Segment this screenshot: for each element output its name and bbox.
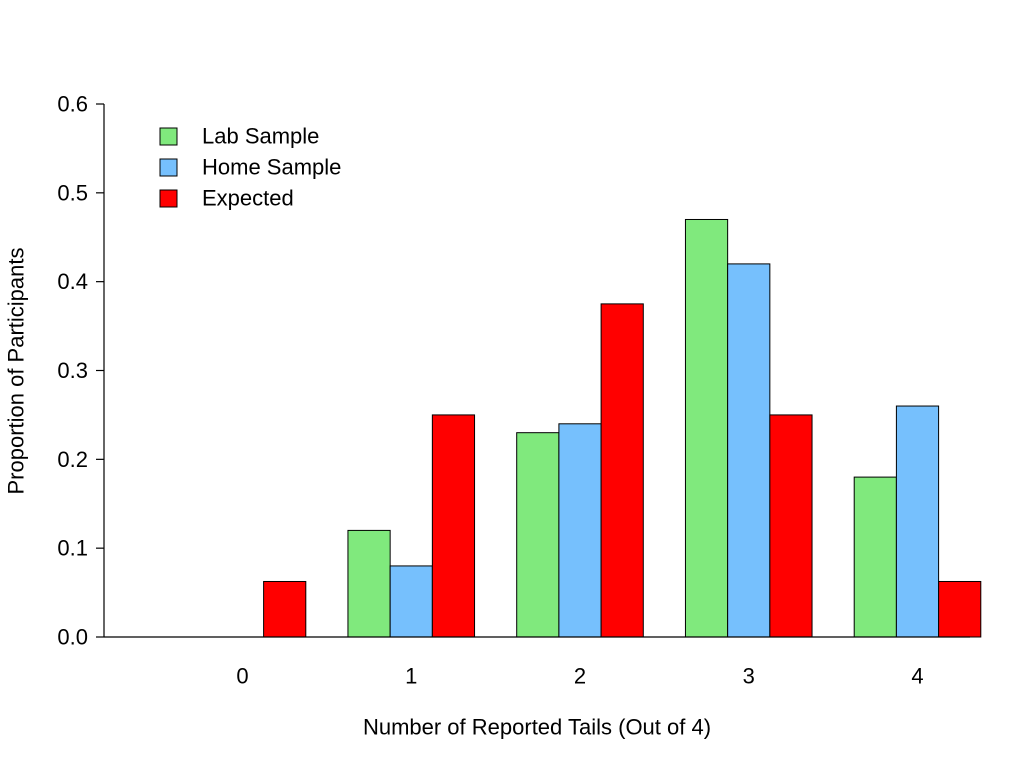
- x-tick-label: 3: [743, 664, 755, 689]
- x-tick-label: 2: [574, 664, 586, 689]
- bar-home-sample-4: [895, 405, 940, 638]
- legend-swatch-expected: [159, 189, 178, 208]
- bar-expected-2: [600, 303, 644, 638]
- x-axis-ticks: 0 1 2 3 4: [236, 664, 923, 689]
- y-tick-label: 0.2: [57, 447, 88, 472]
- y-axis-ticks: 0.0 0.1 0.2 0.3 0.4 0.5 0.6: [57, 92, 104, 650]
- legend-label-lab-sample: Lab Sample: [202, 124, 319, 149]
- legend: Lab Sample Home Sample Expected: [159, 124, 341, 211]
- x-tick-label: 1: [405, 664, 417, 689]
- bar-home-sample-2: [558, 423, 602, 638]
- bar-expected-1: [431, 414, 476, 638]
- bar-lab-sample-3: [684, 218, 729, 638]
- bars-layer: [263, 218, 982, 638]
- x-tick-label: 0: [236, 664, 248, 689]
- legend-swatch-lab-sample: [159, 127, 178, 146]
- y-tick-label: 0.0: [57, 625, 88, 650]
- bar-expected-3: [769, 414, 813, 638]
- bar-lab-sample-1: [347, 529, 391, 638]
- legend-label-home-sample: Home Sample: [202, 155, 341, 180]
- y-tick-label: 0.1: [57, 536, 88, 561]
- bar-home-sample-1: [389, 565, 433, 638]
- bar-expected-0: [263, 580, 307, 638]
- y-tick-label: 0.6: [57, 92, 88, 117]
- y-tick-label: 0.5: [57, 180, 88, 205]
- bar-lab-sample-4: [853, 476, 897, 638]
- x-tick-label: 4: [911, 664, 923, 689]
- legend-label-expected: Expected: [202, 186, 294, 211]
- bar-lab-sample-2: [516, 432, 560, 638]
- y-tick-label: 0.3: [57, 358, 88, 383]
- y-tick-label: 0.4: [57, 269, 88, 294]
- bar-home-sample-3: [727, 263, 771, 638]
- y-axis-title: Proportion of Participants: [4, 247, 29, 494]
- bar-expected-4: [938, 580, 982, 638]
- legend-swatch-home-sample: [159, 158, 178, 177]
- x-axis-title: Number of Reported Tails (Out of 4): [363, 715, 711, 740]
